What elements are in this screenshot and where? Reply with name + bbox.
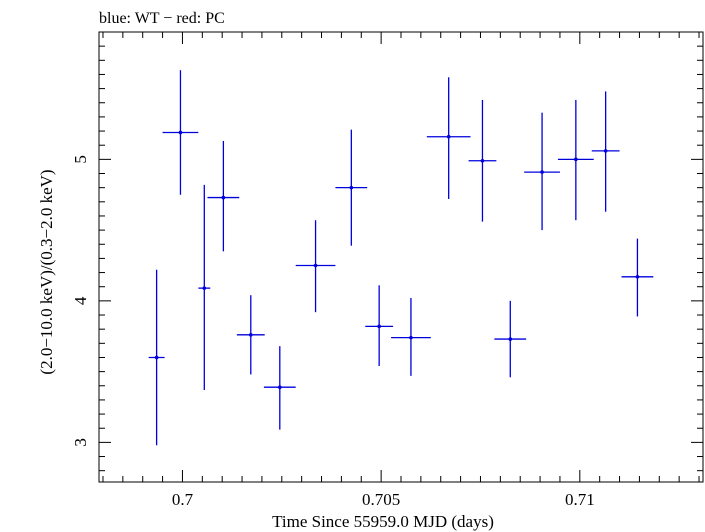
point-marker bbox=[221, 195, 226, 200]
point-marker bbox=[480, 158, 485, 163]
point-marker bbox=[313, 263, 318, 268]
data-point bbox=[426, 77, 471, 199]
y-tick-label: 5 bbox=[71, 155, 90, 164]
y-tick-label: 3 bbox=[71, 438, 90, 447]
chart-title: blue: WT − red: PC bbox=[99, 10, 225, 27]
plot-frame bbox=[98, 31, 704, 483]
data-points bbox=[148, 70, 654, 446]
y-tick-label: 4 bbox=[71, 296, 90, 305]
point-marker bbox=[202, 286, 207, 290]
point-marker bbox=[154, 355, 159, 360]
point-marker bbox=[377, 324, 381, 329]
data-point bbox=[391, 298, 431, 376]
data-point bbox=[468, 99, 497, 222]
x-tick-label: 0.705 bbox=[362, 490, 400, 509]
point-marker bbox=[574, 157, 578, 162]
data-point bbox=[557, 99, 594, 221]
point-marker bbox=[178, 130, 183, 135]
data-point bbox=[524, 112, 560, 231]
data-point bbox=[162, 70, 199, 195]
point-marker bbox=[446, 134, 451, 139]
point-marker bbox=[508, 337, 513, 341]
point-marker bbox=[409, 335, 413, 340]
point-marker bbox=[635, 275, 640, 279]
point-marker bbox=[603, 149, 608, 153]
data-point bbox=[494, 300, 527, 378]
point-marker bbox=[349, 185, 354, 190]
data-point bbox=[365, 285, 394, 366]
data-point bbox=[198, 184, 211, 391]
x-axis-ticks: 0.7 0.705 0.71 bbox=[102, 32, 700, 509]
y-axis-label: (2.0−10.0 keV)/(0.3−2.0 keV) bbox=[37, 169, 56, 374]
data-point bbox=[207, 140, 240, 252]
data-point bbox=[295, 220, 336, 313]
point-marker bbox=[278, 385, 282, 389]
y-axis-ticks: 3 4 5 bbox=[71, 31, 703, 472]
data-point bbox=[236, 295, 265, 375]
x-tick-label: 0.71 bbox=[565, 490, 595, 509]
point-marker bbox=[540, 170, 544, 174]
data-point bbox=[148, 269, 165, 446]
point-marker bbox=[248, 333, 253, 337]
x-tick-label: 0.7 bbox=[172, 490, 194, 509]
x-axis-label: Time Since 55959.0 MJD (days) bbox=[272, 512, 494, 531]
data-point bbox=[263, 346, 296, 430]
data-point bbox=[335, 129, 368, 246]
data-point bbox=[591, 91, 620, 212]
data-point bbox=[621, 238, 654, 317]
